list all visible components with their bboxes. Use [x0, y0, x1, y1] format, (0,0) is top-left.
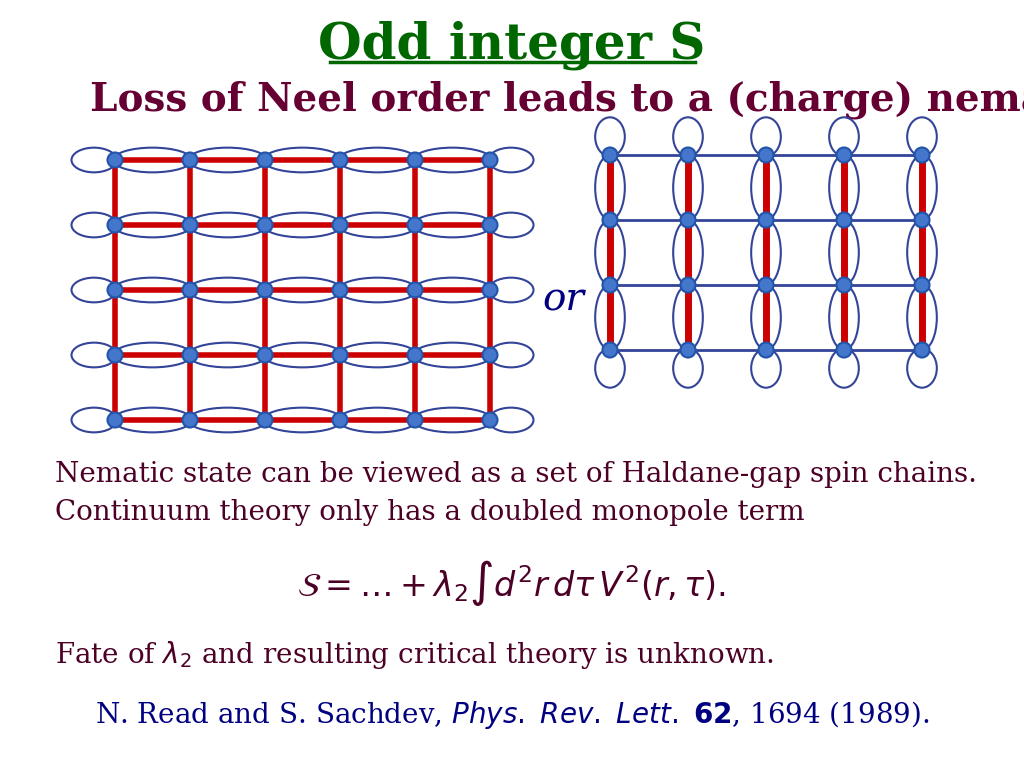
Circle shape [333, 153, 347, 167]
Circle shape [182, 412, 198, 428]
Text: Continuum theory only has a doubled monopole term: Continuum theory only has a doubled mono… [55, 498, 805, 525]
Circle shape [837, 277, 852, 293]
Text: Fate of $\lambda_2$ and resulting critical theory is unknown.: Fate of $\lambda_2$ and resulting critic… [55, 639, 774, 671]
Circle shape [257, 153, 272, 167]
Circle shape [108, 412, 123, 428]
Circle shape [108, 347, 123, 362]
Circle shape [914, 277, 930, 293]
Text: Odd integer S: Odd integer S [318, 20, 706, 70]
Circle shape [914, 147, 930, 163]
Circle shape [482, 347, 498, 362]
Circle shape [333, 347, 347, 362]
Text: or: or [542, 282, 584, 319]
Circle shape [482, 283, 498, 297]
Circle shape [914, 343, 930, 357]
Circle shape [182, 283, 198, 297]
Circle shape [759, 277, 773, 293]
Circle shape [759, 147, 773, 163]
Circle shape [182, 347, 198, 362]
Circle shape [759, 213, 773, 227]
Circle shape [333, 217, 347, 233]
Circle shape [408, 217, 423, 233]
Circle shape [482, 412, 498, 428]
Circle shape [681, 277, 695, 293]
Circle shape [182, 153, 198, 167]
Circle shape [408, 347, 423, 362]
Text: Nematic state can be viewed as a set of Haldane-gap spin chains.: Nematic state can be viewed as a set of … [55, 462, 977, 488]
Circle shape [914, 213, 930, 227]
Circle shape [482, 153, 498, 167]
Circle shape [759, 343, 773, 357]
Circle shape [408, 412, 423, 428]
Circle shape [482, 217, 498, 233]
Circle shape [182, 217, 198, 233]
Circle shape [108, 217, 123, 233]
Circle shape [257, 347, 272, 362]
Text: $\mathcal{S} = \ldots + \lambda_2 \int d^2r\, d\tau\, V^2(r, \tau).$: $\mathcal{S} = \ldots + \lambda_2 \int d… [297, 558, 727, 608]
Circle shape [108, 283, 123, 297]
Circle shape [681, 147, 695, 163]
Circle shape [257, 217, 272, 233]
Circle shape [333, 283, 347, 297]
Circle shape [681, 213, 695, 227]
Circle shape [837, 147, 852, 163]
Circle shape [602, 147, 617, 163]
Circle shape [408, 283, 423, 297]
Circle shape [108, 153, 123, 167]
Circle shape [408, 153, 423, 167]
Circle shape [602, 343, 617, 357]
Circle shape [257, 412, 272, 428]
Circle shape [333, 412, 347, 428]
Circle shape [837, 343, 852, 357]
Circle shape [602, 213, 617, 227]
Circle shape [837, 213, 852, 227]
Text: N. Read and S. Sachdev, $\mathit{Phys.\ Rev.\ Lett.}$ $\mathbf{62}$, 1694 (1989): N. Read and S. Sachdev, $\mathit{Phys.\ … [95, 699, 929, 731]
Circle shape [257, 283, 272, 297]
Circle shape [602, 277, 617, 293]
Text: Loss of Neel order leads to a (charge) nematic: Loss of Neel order leads to a (charge) n… [90, 81, 1024, 119]
Circle shape [681, 343, 695, 357]
